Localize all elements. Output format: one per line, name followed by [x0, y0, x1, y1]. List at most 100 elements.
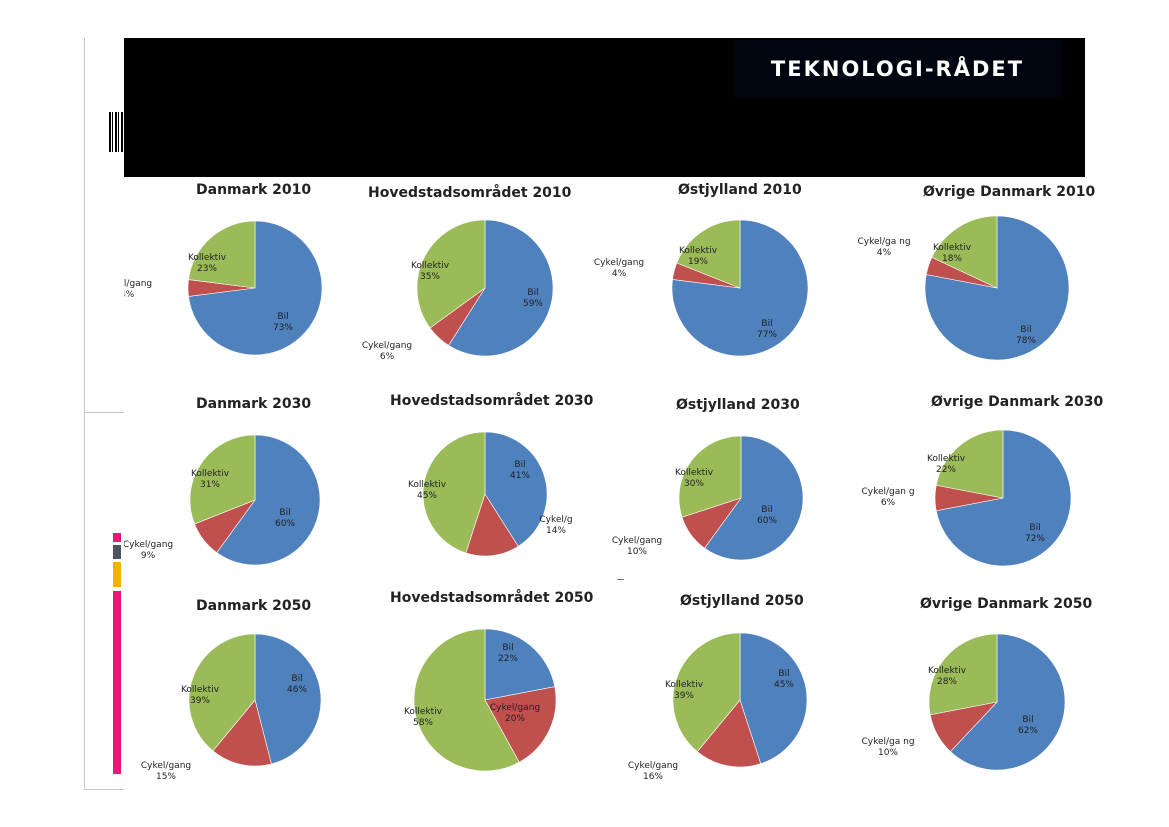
data-label-bil: Bil 46%: [287, 674, 307, 695]
data-label-kollektiv: Kollektiv 30%: [675, 468, 714, 489]
pie-slice-cykel-g: [465, 493, 519, 557]
data-label-bil: Bil 77%: [757, 319, 777, 340]
pie-chart: Bil 60% Cykel/gang 9% Kollektiv 31%: [124, 434, 321, 566]
chart-title: Hovedstadsområdet 2030: [390, 393, 594, 409]
pie-panel-2: Hovedstadsområdet 2010 Bil 59% Cykel/gang 6%…: [334, 178, 586, 374]
barcode-decoration: [109, 112, 123, 152]
pie-slice-bil: [254, 633, 322, 765]
chart-title: Øvrige Danmark 2050: [920, 596, 1093, 612]
pie-slice-kollektiv: [678, 435, 742, 518]
data-label-kollektiv: Kollektiv 45%: [408, 480, 447, 501]
chart-title: Østjylland 2010: [678, 182, 802, 198]
pie-chart: Bil 45% Cykel/gang 16% Kollektiv 39%: [628, 632, 808, 782]
data-label-bil: Bil 72%: [1025, 523, 1045, 544]
pie-slice-bil: [671, 219, 809, 357]
pie-slice-bil: [739, 632, 808, 765]
pie-panel-7: Østjylland 2030 Bil 60% Cykel/gang 10% Kollek…: [586, 388, 836, 584]
pie-chart: Bil 78% Cykel/ga ng 4% Kollektiv 18%: [857, 215, 1070, 361]
pie-panel-6: Hovedstadsområdet 2030 Bil 41% Cykel/g 14% Ko…: [334, 388, 593, 584]
chart-title: Østjylland 2050: [680, 593, 804, 609]
pie-slice-kollektiv: [188, 633, 256, 752]
data-label-bil: Bil 73%: [273, 312, 293, 333]
pie-panel-5: Danmark 2030 Bil 60% Cykel/gang 9% Kollektiv 3…: [124, 388, 334, 584]
accent-bar-pink-small: [113, 533, 121, 542]
pie-panel-4: Øvrige Danmark 2010 Bil 78% Cykel/ga ng 4% Ko…: [836, 178, 1095, 374]
pie-slice-bil: [484, 431, 548, 547]
data-label-kollektiv: Kollektiv 23%: [188, 253, 227, 274]
pie-chart: Bil 77% Cykel/gang 4% Kollektiv 19%: [594, 219, 809, 357]
data-label-cykel-gan-g: Cykel/gan g 6%: [861, 487, 914, 508]
data-label-kollektiv: Kollektiv 39%: [665, 680, 704, 701]
pie-slice-kollektiv: [931, 215, 998, 289]
data-label-cykel-gang: Cykel/gang 10%: [612, 536, 662, 557]
pie-panel-3: Østjylland 2010 Bil 77% Cykel/gang 4% Kollekt…: [586, 178, 836, 374]
pie-slice-kollektiv: [935, 429, 1004, 499]
data-label-cykel-gang: Cykel/gang 20%: [490, 703, 540, 724]
pie-slice-kollektiv: [422, 431, 486, 554]
pie-chart: Bil 72% Cykel/gan g 6% Kollektiv 22%: [861, 429, 1072, 567]
data-label-cykel-gang: Cykel/gang 6%: [362, 341, 412, 362]
pie-panel-9: Danmark 2050 Bil 46% Cykel/gang 15% Kollektiv…: [124, 588, 334, 784]
data-label-bil: Bil 60%: [275, 508, 295, 529]
pie-panel-8: Øvrige Danmark 2030 Bil 72% Cykel/gan g 6% Ko…: [836, 388, 1103, 584]
pie-slice-kollektiv: [676, 219, 741, 289]
pie-slice-kollektiv: [189, 434, 256, 525]
bottom-line: [84, 789, 124, 790]
chart-title: Danmark 2030: [196, 396, 312, 412]
chart-title: Østjylland 2030: [676, 397, 800, 413]
pie-slice-kollektiv: [188, 220, 256, 289]
teknologi-raadet-logo: TEKNOLOGI-RÅDET: [734, 40, 1061, 97]
pie-slice-kollektiv: [413, 628, 520, 772]
chart-title: Øvrige Danmark 2030: [931, 394, 1104, 410]
pie-slice-bil: [950, 633, 1066, 771]
divider-line: [84, 412, 124, 413]
pie-slice-bil: [935, 429, 1072, 567]
pie-slice-cykel-gang: [212, 699, 272, 767]
pie-slice-kollektiv: [928, 633, 998, 716]
pie-chart: Bil 41% Cykel/g 14% Kollektiv 45%: [408, 431, 573, 557]
accent-bar-yellow: [113, 562, 121, 587]
data-label-kollektiv: Kollektiv 22%: [927, 454, 966, 475]
data-label-kollektiv: Kollektiv 19%: [679, 246, 718, 267]
chart-title: Danmark 2010: [196, 182, 312, 198]
data-label-cykel-gang: Cykel/gang 9%: [124, 540, 173, 561]
pie-panel-10: Hovedstadsområdet 2050 Bil 22% Cykel/gang 20…: [334, 588, 593, 784]
chart-title: Hovedstadsområdet 2010: [368, 185, 572, 201]
pie-chart: Bil 59% Cykel/gang 6% Kollektiv 35%: [362, 219, 554, 362]
chart-title: Hovedstadsområdet 2050: [390, 590, 594, 606]
data-label-bil: Bil 41%: [510, 460, 530, 481]
pie-slice-bil: [484, 628, 556, 701]
pie-slice-bil: [448, 219, 554, 357]
data-label-bil: Bil 62%: [1018, 715, 1038, 736]
pie-slice-bil: [704, 435, 804, 561]
pie-chart: Bil 22% Cykel/gang 20% Kollektiv 58%: [404, 628, 557, 772]
data-label-cykel-ga-ng: Cykel/ga ng 4%: [857, 237, 910, 258]
pie-slice-bil: [216, 434, 321, 566]
data-label-bil: Bil 59%: [523, 288, 543, 309]
data-label-cykel-ga-ng: Cykel/ga ng 10%: [861, 737, 914, 758]
chart-title: Øvrige Danmark 2010: [923, 184, 1096, 200]
left-border-line: [84, 38, 85, 790]
pie-chart: Bil 62% Cykel/ga ng 10% Kollektiv 28%: [861, 633, 1066, 771]
data-label-cykel-gang: Cykel/gang 16%: [628, 761, 678, 782]
accent-bar-gray: [113, 545, 121, 559]
data-label-kollektiv: Kollektiv 28%: [928, 666, 967, 687]
pie-slice-cykel-gang: [484, 686, 557, 763]
data-label-kollektiv: Kollektiv 35%: [411, 261, 450, 282]
pie-slice-cykel-gang: [696, 699, 762, 768]
data-label-kollektiv: Kollektiv 39%: [181, 685, 220, 706]
data-label-bil: Bil 45%: [774, 669, 794, 690]
pie-chart: Bil 46% Cykel/gang 15% Kollektiv 39%: [141, 633, 322, 782]
data-label-cykel-g: Cykel/g 14%: [539, 515, 572, 536]
data-label-cykel-gang: Cykel/gang 15%: [141, 761, 191, 782]
pie-panel-12: Øvrige Danmark 2050 Bil 62% Cykel/ga ng 10% K…: [836, 588, 1092, 784]
data-label-bil: Bil 60%: [757, 505, 777, 526]
pie-panel-11: Østjylland 2050 Bil 45% Cykel/gang 16% Kollek…: [586, 588, 836, 784]
data-label-bil: Bil 22%: [498, 643, 518, 664]
pie-slice-kollektiv: [672, 632, 741, 753]
data-label-bil: Bil 78%: [1016, 325, 1036, 346]
pie-slice-kollektiv: [416, 219, 486, 329]
